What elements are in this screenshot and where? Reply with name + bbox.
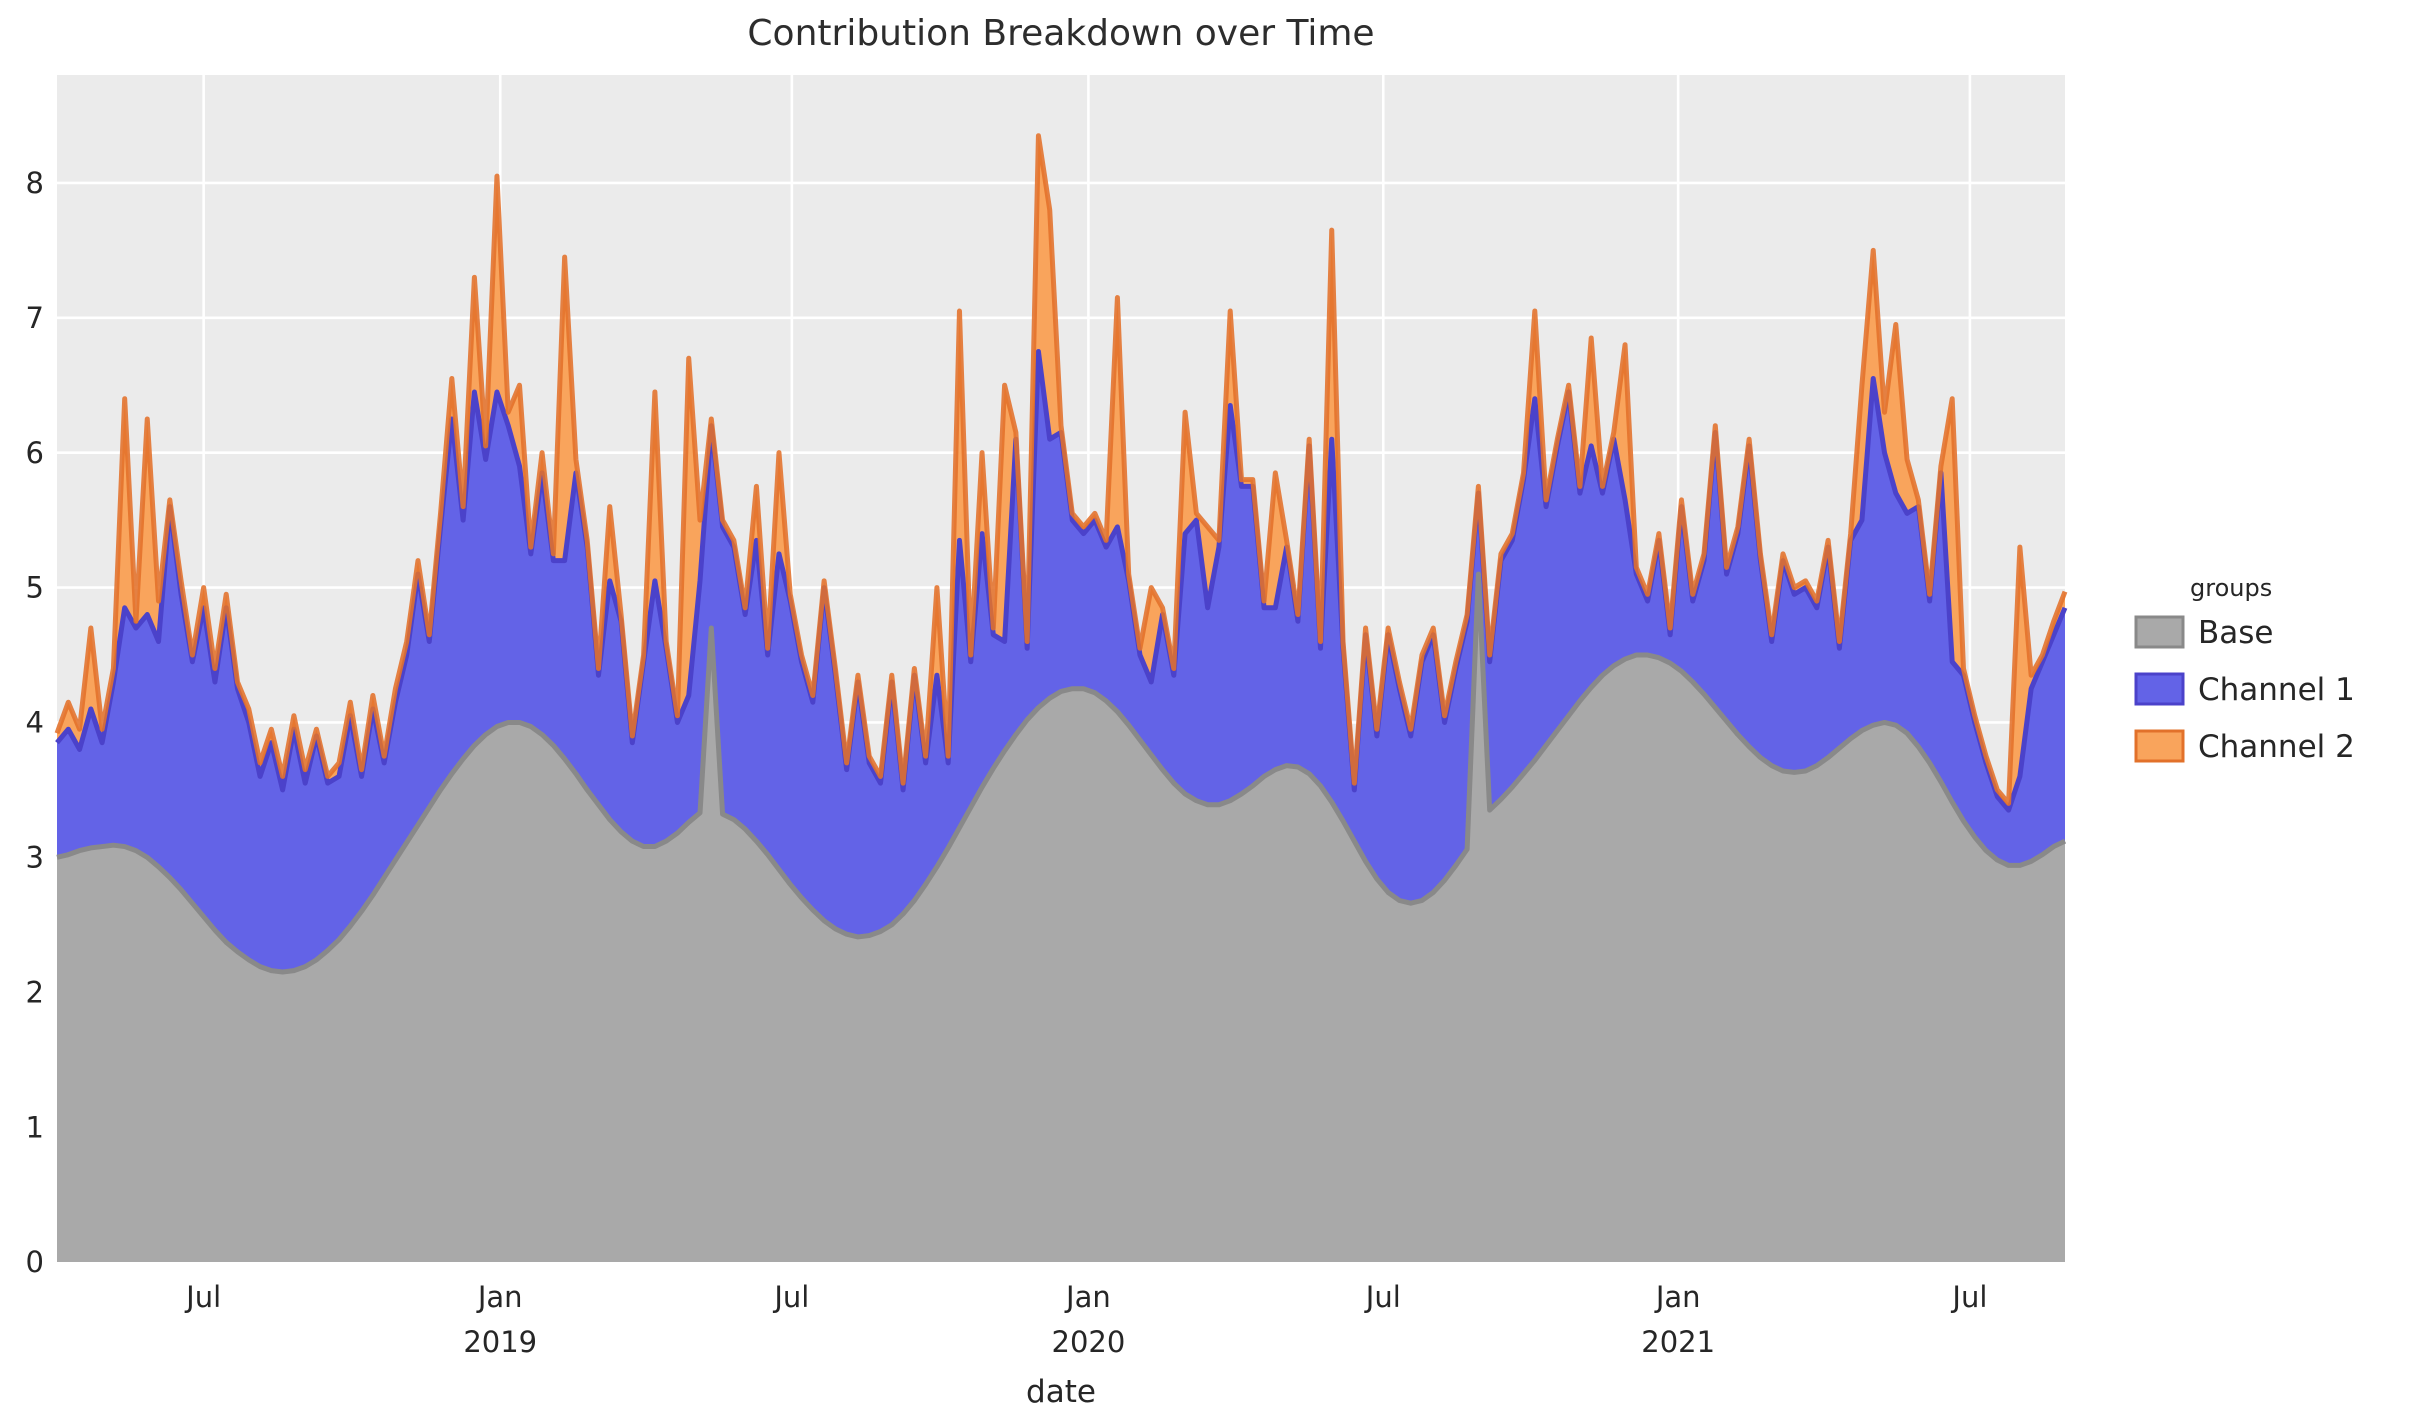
legend-label: Channel 1 (2198, 672, 2355, 708)
y-tick-label: 3 (26, 840, 44, 874)
legend-key-base (2134, 615, 2185, 649)
legend (2134, 615, 2185, 763)
x-tick-label: Jul (184, 1280, 221, 1314)
legend-label: Channel 2 (2198, 729, 2355, 765)
x-tick-label: Jul (1364, 1280, 1401, 1314)
x-tick-label: Jul (1950, 1280, 1987, 1314)
y-tick-label: 5 (26, 571, 44, 605)
chart-title: Contribution Breakdown over Time (747, 13, 1374, 54)
base-line (56, 571, 2067, 975)
x-tick-year-label: 2021 (1641, 1325, 1715, 1359)
y-tick-label: 7 (26, 301, 44, 335)
legend-key-channel-1 (2134, 672, 2185, 706)
y-tick-label: 8 (26, 166, 44, 200)
x-tick-label: Jan (476, 1280, 523, 1314)
x-tick-label: Jan (1064, 1280, 1111, 1314)
y-tick-label: 6 (26, 436, 44, 470)
y-tick-label: 4 (26, 706, 44, 740)
y-tick-label: 0 (26, 1245, 44, 1279)
x-tick-label: Jul (772, 1280, 809, 1314)
channel-2-line (54, 133, 2068, 806)
x-tick-year-label: 2019 (463, 1325, 537, 1359)
legend-key-channel-2 (2134, 729, 2185, 763)
base-area (57, 574, 2065, 1262)
y-tick-label: 2 (26, 975, 44, 1009)
y-tick-label: 1 (26, 1110, 44, 1144)
x-tick-year-label: 2020 (1052, 1325, 1126, 1359)
x-axis-title: date (1026, 1374, 1096, 1410)
x-tick-label: Jan (1654, 1280, 1701, 1314)
legend-title: groups (2190, 574, 2272, 602)
legend-label: Base (2198, 615, 2274, 651)
